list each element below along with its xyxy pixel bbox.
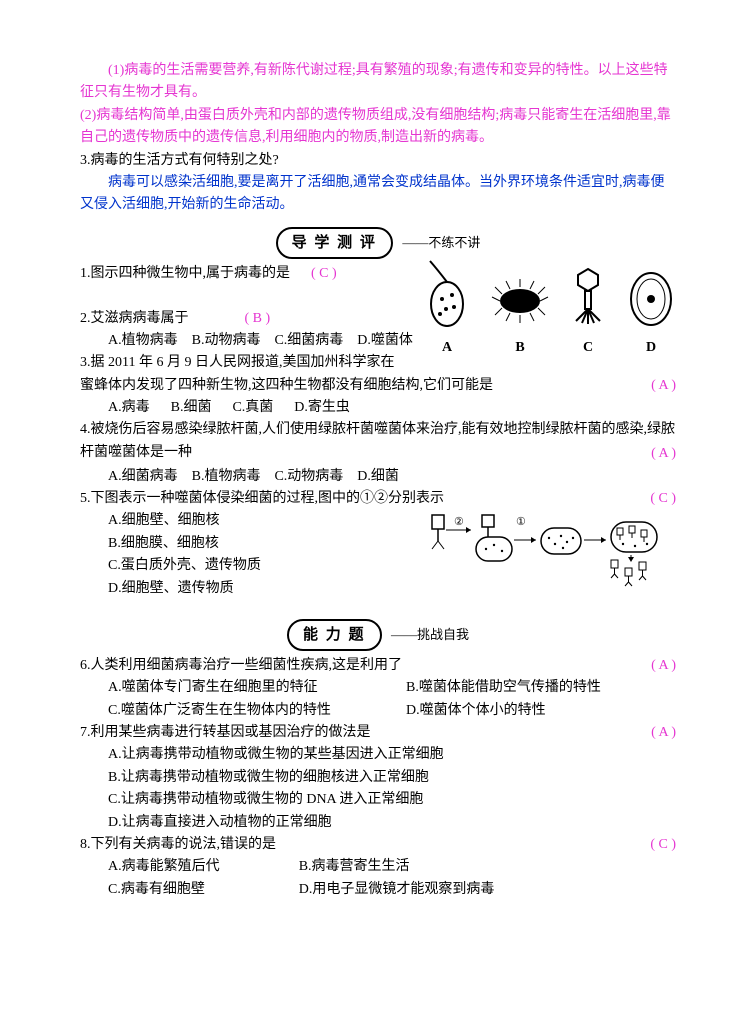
- q3b-stem2-row: 蜜蜂体内发现了四种新生物,这四种生物都没有细胞结构,它们可能是 ( A ): [80, 375, 676, 397]
- q3b-options: A.病毒 B.细菌 C.真菌 D.寄生虫: [80, 397, 676, 419]
- q1-answer: ( C ): [311, 263, 337, 285]
- q5-answer: ( C ): [650, 488, 676, 510]
- q2-answer: ( B ): [245, 308, 271, 330]
- q8-stem: 8.下列有关病毒的说法,错误的是: [80, 834, 276, 856]
- fig-label-b: B: [490, 337, 550, 359]
- q6-answer: ( A ): [651, 655, 676, 677]
- svg-text:②: ②: [454, 516, 464, 528]
- strip-label-1: 导 学 测 评: [276, 227, 393, 259]
- q7-stem: 7.利用某些病毒进行转基因或基因治疗的做法是: [80, 722, 371, 744]
- svg-text:①: ①: [516, 516, 526, 528]
- q3-answer: 病毒可以感染活细胞,要是离开了活细胞,通常会变成结晶体。当外界环境条件适宜时,病…: [80, 172, 676, 217]
- q8-optA: A.病毒能繁殖后代: [80, 856, 299, 878]
- q3b-stem2: 蜜蜂体内发现了四种新生物,这四种生物都没有细胞结构,它们可能是: [80, 375, 493, 397]
- question-1: 1.图示四种微生物中,属于病毒的是 ( C ): [80, 263, 676, 285]
- q8-optC: C.病毒有细胞壁: [80, 879, 299, 901]
- q6-optB: B.噬菌体能借助空气传播的特性: [406, 677, 601, 699]
- question-5-row: 5.下图表示一种噬菌体侵染细菌的过程,图中的①②分别表示 ( C ): [80, 488, 676, 510]
- q7-answer: ( A ): [651, 722, 676, 744]
- q5-stem: 5.下图表示一种噬菌体侵染细菌的过程,图中的①②分别表示: [80, 488, 444, 510]
- q3b-answer: ( A ): [651, 375, 676, 397]
- q7-optC: C.让病毒携带动植物或微生物的 DNA 进入正常细胞: [80, 789, 676, 811]
- q8-optB: B.病毒营寄生生活: [299, 856, 410, 878]
- question-7-row: 7.利用某些病毒进行转基因或基因治疗的做法是 ( A ): [80, 722, 676, 744]
- q7-optA: A.让病毒携带动植物或微生物的某些基因进入正常细胞: [80, 744, 676, 766]
- q7-optB: B.让病毒携带动植物或微生物的细胞核进入正常细胞: [80, 767, 676, 789]
- q4-options: A.细菌病毒 B.植物病毒 C.动物病毒 D.细菌: [80, 466, 676, 488]
- q4-answer: ( A ): [651, 443, 676, 465]
- explain-1-1: (1)病毒的生活需要营养,有新陈代谢过程;具有繁殖的现象;有遗传和变异的特性。以…: [80, 60, 676, 105]
- strip-tail-2: ——挑战自我: [391, 627, 469, 642]
- question-2: 2.艾滋病病毒属于 ( B ): [80, 308, 676, 330]
- q7-optD: D.让病毒直接进入动植物的正常细胞: [80, 812, 676, 834]
- question-8-row: 8.下列有关病毒的说法,错误的是 ( C ): [80, 834, 676, 856]
- section-header-2: 能 力 题 ——挑战自我: [80, 619, 676, 651]
- explain-1-2: (2)病毒结构简单,由蛋白质外壳和内部的遗传物质组成,没有细胞结构;病毒只能寄生…: [80, 105, 676, 150]
- q1-stem: 1.图示四种微生物中,属于病毒的是: [80, 266, 290, 281]
- strip-label-2: 能 力 题: [287, 619, 382, 651]
- q6-optD: D.噬菌体个体小的特性: [406, 700, 546, 722]
- fig-label-d: D: [626, 337, 676, 359]
- q6-optA: A.噬菌体专门寄生在细胞里的特征: [80, 677, 406, 699]
- strip-tail-1: ——不练不讲: [402, 235, 480, 250]
- question-6-row: 6.人类利用细菌病毒治疗一些细菌性疾病,这是利用了 ( A ): [80, 655, 676, 677]
- q8-optD: D.用电子显微镜才能观察到病毒: [299, 879, 495, 901]
- q8-answer: ( C ): [650, 834, 676, 856]
- fig-label-a: A: [422, 337, 472, 359]
- q5-diagram: ② ①: [416, 510, 676, 608]
- fig-label-c: C: [568, 337, 608, 359]
- q6-optC: C.噬菌体广泛寄生在生物体内的特性: [80, 700, 406, 722]
- q2-stem: 2.艾滋病病毒属于: [80, 311, 189, 326]
- section-header-1: 导 学 测 评 ——不练不讲: [80, 227, 676, 259]
- q6-stem: 6.人类利用细菌病毒治疗一些细菌性疾病,这是利用了: [80, 655, 402, 677]
- q3-title: 3.病毒的生活方式有何特别之处?: [80, 150, 676, 172]
